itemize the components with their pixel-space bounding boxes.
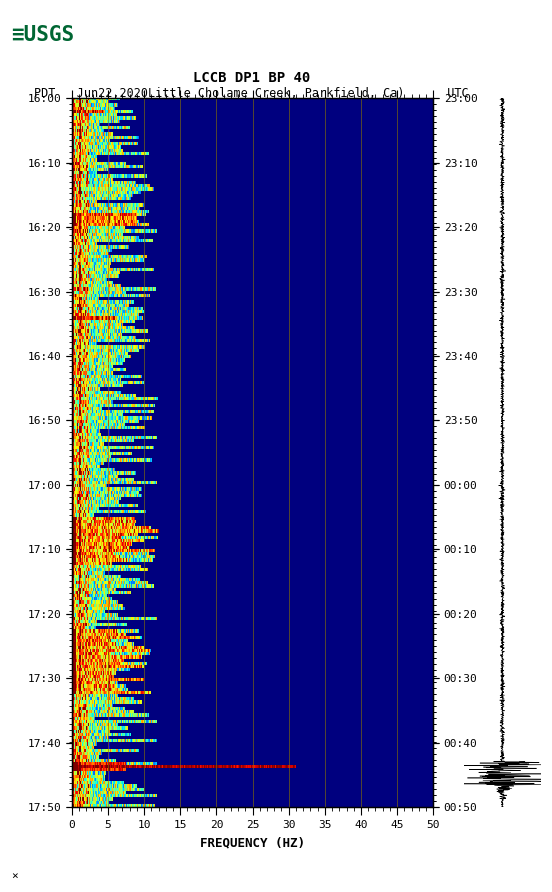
- Text: PDT   Jun22,2020Little Cholame Creek, Parkfield, Ca)      UTC: PDT Jun22,2020Little Cholame Creek, Park…: [34, 87, 469, 101]
- Text: LCCB DP1 BP 40: LCCB DP1 BP 40: [193, 70, 310, 85]
- X-axis label: FREQUENCY (HZ): FREQUENCY (HZ): [200, 836, 305, 849]
- Text: ×: ×: [11, 871, 18, 881]
- Text: ≡USGS: ≡USGS: [11, 25, 74, 45]
